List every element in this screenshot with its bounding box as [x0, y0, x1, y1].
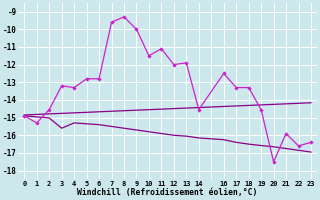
X-axis label: Windchill (Refroidissement éolien,°C): Windchill (Refroidissement éolien,°C): [77, 188, 258, 197]
